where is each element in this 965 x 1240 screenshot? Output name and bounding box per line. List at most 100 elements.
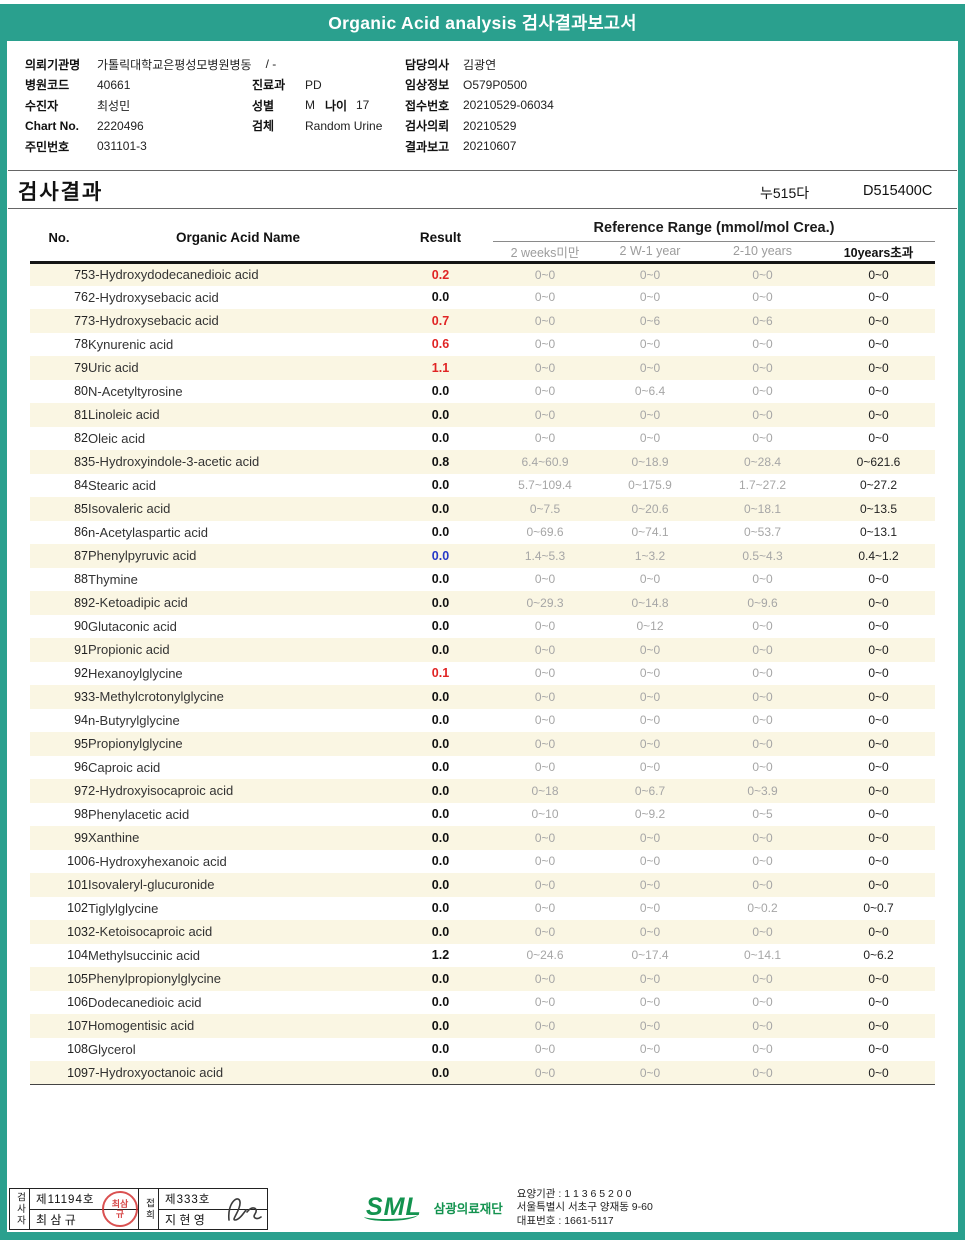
table-row: 87 Phenylpyruvic acid 0.0 1.4~5.3 1~3.2 0.5~4… [30, 544, 935, 568]
col-header-name: Organic Acid Name [88, 215, 388, 264]
col-header-reference-range: Reference Range (mmol/mol Crea.) [493, 215, 935, 242]
cell-name: Thymine [88, 571, 138, 587]
cell-ref-1: 0~0 [534, 666, 556, 681]
cell-ref-4: 0~0 [868, 713, 889, 728]
page-border-left [0, 4, 7, 1240]
cell-result: 0.0 [431, 783, 450, 798]
cell-no: 91 [74, 642, 88, 657]
table-header-row: No. Organic Acid Name Result Reference R… [30, 215, 935, 264]
cell-ref-3: 0~0 [752, 1018, 773, 1033]
cell-ref-4: 0~6.2 [863, 948, 894, 963]
cell-ref-2: 0~0 [639, 995, 661, 1010]
info-value: 031101-3 [97, 139, 147, 154]
cell-ref-2: 0~12 [636, 619, 664, 634]
cell-ref-4: 0~0 [868, 431, 889, 446]
cell-result: 0.0 [431, 924, 450, 939]
cell-ref-1: 0~0 [534, 337, 556, 352]
cell-ref-4: 0~0 [868, 313, 889, 328]
cell-ref-2: 0~0 [639, 736, 661, 751]
info-value: 20210607 [463, 139, 517, 154]
cell-ref-4: 0~0 [868, 360, 889, 375]
cell-ref-2: 0~14.8 [631, 595, 669, 610]
info-value-extra: / - [265, 57, 277, 72]
table-row: 88 Thymine 0.0 0~0 0~0 0~0 0~0 [30, 568, 935, 592]
cell-ref-2: 0~0 [639, 971, 661, 986]
cell-result: 0.0 [431, 642, 450, 657]
cell-ref-3: 0~0 [752, 971, 773, 986]
table-row: 90 Glutaconic acid 0.0 0~0 0~12 0~0 0~0 [30, 615, 935, 639]
cell-ref-2: 0~20.6 [631, 501, 669, 516]
cell-ref-1: 6.4~60.9 [521, 454, 569, 469]
cell-ref-3: 0~0 [752, 642, 773, 657]
cell-ref-3: 0~18.1 [743, 501, 782, 516]
examiner-box-side: 검사자 [10, 1189, 30, 1229]
cell-result: 0.0 [431, 501, 450, 516]
info-value: 17 [356, 98, 370, 113]
cell-ref-3: 0~0 [752, 736, 773, 751]
test-code-en: D515400C [863, 183, 933, 199]
cell-name: Caproic acid [88, 759, 161, 775]
info-label: 임상정보 [405, 78, 450, 93]
cell-ref-1: 0~0 [534, 713, 556, 728]
cell-ref-2: 1~3.2 [634, 548, 666, 563]
cell-no: 80 [74, 384, 88, 399]
cell-ref-2: 0~0 [639, 290, 661, 305]
info-row: 주민번호 031101-3 결과보고 20210607 [25, 136, 945, 157]
cell-ref-3: 0~0 [752, 1042, 773, 1057]
table-row: 105 Phenylpropionylglycine 0.0 0~0 0~0 0~0 0~0 [30, 967, 935, 991]
cell-ref-1: 0~0 [534, 267, 556, 282]
cell-ref-2: 0~0 [639, 689, 661, 704]
info-value: 40661 [97, 77, 131, 92]
cell-ref-3: 0~0 [752, 713, 773, 728]
cell-no: 99 [74, 830, 88, 845]
sml-logo: SML [364, 1193, 428, 1222]
report-title: Organic Acid analysis 검사결과보고서 [328, 13, 637, 33]
cell-ref-4: 0~0 [868, 666, 889, 681]
table-row: 94 n-Butyrylglycine 0.0 0~0 0~0 0~0 0~0 [30, 709, 935, 733]
cell-no: 95 [74, 736, 88, 751]
cell-result: 0.0 [431, 1042, 450, 1057]
table-row: 82 Oleic acid 0.0 0~0 0~0 0~0 0~0 [30, 427, 935, 451]
cell-result: 0.0 [431, 995, 450, 1010]
page-border-right [958, 4, 965, 1240]
cell-ref-4: 0~621.6 [856, 454, 901, 469]
col-header-ref-over-10years: 10years초과 [822, 241, 935, 264]
cell-ref-1: 0~24.6 [526, 948, 564, 963]
cell-no: 97 [74, 783, 88, 798]
cell-ref-3: 0~0 [703, 1061, 822, 1085]
col-header-ref-2w-1year: 2 W-1 year [597, 241, 703, 264]
cell-ref-1: 0~0 [534, 384, 556, 399]
cell-name: Isovaleric acid [88, 501, 171, 517]
divider-info-bottom [8, 170, 957, 171]
cell-name: Phenylacetic acid [88, 806, 190, 822]
cell-ref-1: 0~0 [534, 1042, 556, 1057]
page-border-bottom [0, 1232, 965, 1240]
results-section-header: 검사결과 누515다 D515400C [18, 176, 947, 204]
info-row: 병원코드 40661 진료과 PD 임상정보 O579P0500 [25, 75, 945, 96]
cell-ref-3: 0~0 [752, 290, 773, 305]
reviewer-name: 지 현 영 [165, 1212, 205, 1227]
results-table: No. Organic Acid Name Result Reference R… [30, 215, 935, 1085]
cell-ref-2: 0~0 [639, 642, 661, 657]
cell-ref-4: 0~0 [868, 807, 889, 822]
cell-name: Phenylpropionylglycine [88, 971, 221, 987]
cell-ref-2: 0~0 [639, 1018, 661, 1033]
cell-ref-3: 0~9.6 [747, 595, 778, 610]
cell-result: 0.0 [431, 525, 450, 540]
cell-no: 92 [74, 666, 88, 681]
info-label: 검사의뢰 [405, 119, 450, 134]
cell-ref-3: 0~0 [752, 689, 773, 704]
cell-result: 0.0 [431, 971, 450, 986]
table-row: 103 2-Ketoisocaproic acid 0.0 0~0 0~0 0~0 0~0 [30, 920, 935, 944]
cell-name: Methylsuccinic acid [88, 947, 200, 963]
cell-result: 0.0 [431, 1018, 450, 1033]
cell-name: 2-Hydroxyisocaproic acid [88, 783, 234, 799]
cell-ref-3: 0~0 [752, 619, 773, 634]
cell-ref-1: 5.7~109.4 [518, 478, 572, 493]
cell-ref-3: 0~0 [752, 854, 773, 869]
table-row: 85 Isovaleric acid 0.0 0~7.5 0~20.6 0~18.1 0~1… [30, 497, 935, 521]
cell-ref-2: 0~0 [639, 360, 661, 375]
table-row: 101 Isovaleryl-glucuronide 0.0 0~0 0~0 0~0 0~0 [30, 873, 935, 897]
cell-name: Kynurenic acid [88, 336, 174, 352]
cell-ref-1: 0~0 [534, 642, 556, 657]
